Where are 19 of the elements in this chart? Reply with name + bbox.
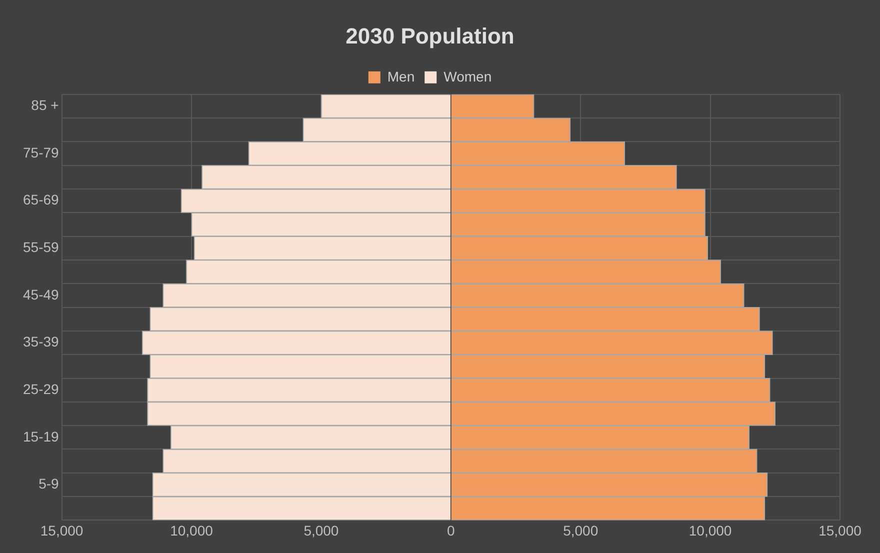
x-tick-label: 10,000 — [688, 522, 732, 538]
y-tick-label: 85 + — [31, 97, 59, 114]
y-tick-label: 5-9 — [38, 476, 60, 492]
legend-label: Women — [444, 68, 492, 84]
y-tick-label: 25-29 — [22, 380, 60, 397]
x-tick-label: 5,000 — [304, 522, 339, 538]
y-tick-label: 35-39 — [22, 334, 60, 350]
x-tick-label: 15,000 — [40, 522, 84, 538]
y-tick-label: 75-79 — [22, 144, 60, 160]
y-tick-label: 65-69 — [22, 192, 60, 208]
x-tick-label: 0 — [447, 522, 456, 538]
x-tick-label: 10,000 — [170, 522, 214, 538]
x-tick-label: 5,000 — [563, 522, 598, 538]
y-tick-label: 45-49 — [22, 286, 60, 302]
y-tick-label: 55-59 — [22, 239, 60, 256]
y-tick-label: 15-19 — [22, 428, 60, 444]
chart-title: 2030 Population — [346, 23, 514, 48]
x-tick-label: 15,000 — [818, 522, 862, 538]
legend-label: Men — [387, 68, 415, 84]
